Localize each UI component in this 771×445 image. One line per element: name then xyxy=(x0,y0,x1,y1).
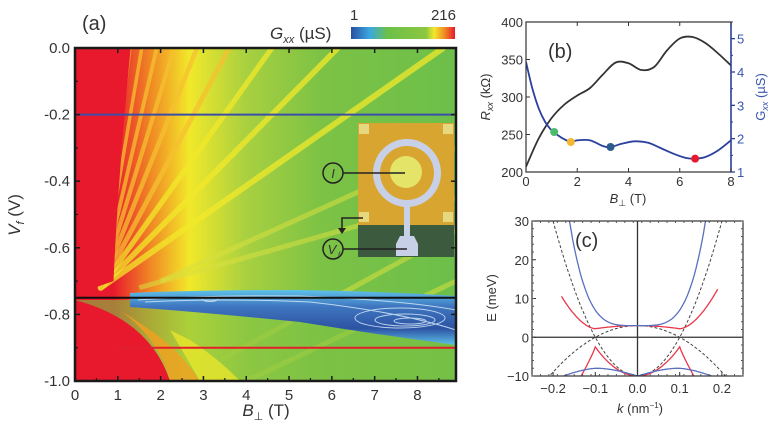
panel-c-ylabel: E (meV) xyxy=(484,274,499,322)
y-tick-label: -0.2 xyxy=(44,107,70,124)
y-tick-label: -0.8 xyxy=(44,306,70,323)
y-right-tick-label: 1 xyxy=(737,165,744,180)
x-tick-label: 0 xyxy=(522,174,529,189)
high-conductance-region xyxy=(75,48,131,295)
y-right-tick-label: 5 xyxy=(737,32,744,47)
colorbar-min: 1 xyxy=(350,7,358,24)
x-tick-label: 6 xyxy=(328,387,336,404)
gxx-markers xyxy=(550,128,700,163)
x-tick-label: 8 xyxy=(413,387,421,404)
y-tick-label: -1.0 xyxy=(44,373,70,390)
fan-stripe xyxy=(98,48,200,291)
gxx-marker xyxy=(566,138,575,146)
gxx-marker xyxy=(606,143,615,151)
x-tick-label: 5 xyxy=(285,387,293,404)
panel-c-xlabel: k (nm−1) xyxy=(617,401,663,416)
panel-a-ticks: 0 1 2 3 4 5 6 7 8 0.0 -0.2 -0.4 -0.6 -0.8 -1.0 xyxy=(44,40,456,404)
svg-text:f: f xyxy=(338,252,341,259)
blue-upper-band xyxy=(568,221,707,327)
inset-center-disk xyxy=(390,156,422,188)
panel-label-c: (c) xyxy=(575,230,598,252)
y-left-tick-label: 200 xyxy=(501,165,523,180)
rxx-line xyxy=(526,35,731,168)
panel-a-ylabel: Vf (V) xyxy=(5,194,27,236)
x-tick-label: −0.2 xyxy=(540,381,566,396)
y-left-tick-label: 400 xyxy=(501,15,523,30)
gxx-marker xyxy=(550,128,559,136)
y-right-tick-label: 4 xyxy=(737,65,744,80)
panel-label-b: (b) xyxy=(548,41,572,63)
x-tick-label: 0.2 xyxy=(713,381,731,396)
lower-red-region xyxy=(75,300,170,381)
colorbar-gradient xyxy=(351,27,455,39)
panel-a-xlabel: B⊥ (T) xyxy=(242,401,289,423)
y-tick-label: −10 xyxy=(507,369,529,384)
y-tick-label: 0.0 xyxy=(49,40,70,57)
y-left-tick-label: 350 xyxy=(501,53,523,68)
fan-stripe xyxy=(98,48,232,291)
red-upper-band xyxy=(560,288,719,330)
panel-label-a: (a) xyxy=(82,13,106,35)
x-tick-label: 0.1 xyxy=(671,381,689,396)
gxx-marker xyxy=(691,154,700,163)
y-tick-label: -0.4 xyxy=(44,173,70,190)
y-right-tick-label: 2 xyxy=(737,132,744,147)
x-tick-label: 0.0 xyxy=(628,381,646,396)
panel-b-ticks: 0 2 4 6 8 200 250 300 350 400 1 2 3 4 5 xyxy=(501,15,744,189)
panel-b-ylabel-right: Gxx (µS) xyxy=(753,73,770,121)
panel-c-ticks: −0.2 −0.1 0.0 0.1 0.2 −10 0 10 20 30 xyxy=(507,214,744,396)
panel-b-xlabel: B⊥ (T) xyxy=(610,191,647,208)
colorbar-max: 216 xyxy=(431,7,456,24)
y-tick-label: 10 xyxy=(515,292,529,307)
colorbar: Gxx (µS) 1 216 xyxy=(270,7,456,46)
panel-a: I V f 0 1 2 3 4 5 6 7 8 0.0 -0.2 -0.4 -0.6 -0.8 -1.0 (… xyxy=(5,7,458,423)
panel-b-ylabel-left: Rxx (kΩ) xyxy=(478,74,495,121)
x-tick-label: 6 xyxy=(676,174,683,189)
x-tick-label: 7 xyxy=(370,387,378,404)
y-tick-label: -0.6 xyxy=(44,240,70,257)
y-left-tick-label: 250 xyxy=(501,128,523,143)
fan-stripe xyxy=(97,48,341,291)
colorbar-label: Gxx (µS) xyxy=(270,24,331,46)
fan-stripe xyxy=(97,48,447,291)
x-tick-label: −0.1 xyxy=(582,381,608,396)
ground-icon xyxy=(341,217,363,228)
x-tick-label: 2 xyxy=(574,174,581,189)
device-inset: I V f xyxy=(322,123,454,260)
x-tick-label: 4 xyxy=(625,174,632,189)
panel-b: 0 2 4 6 8 200 250 300 350 400 1 2 3 4 5 (b) B⊥ (T) Rxx… xyxy=(478,15,770,208)
x-tick-label: 1 xyxy=(114,387,122,404)
y-tick-label: 30 xyxy=(515,214,529,229)
inset-label-I: I xyxy=(331,166,335,181)
y-left-tick-label: 300 xyxy=(501,90,523,105)
y-tick-label: 0 xyxy=(522,330,529,345)
insulating-band xyxy=(130,290,456,345)
blue-lower-band xyxy=(561,367,714,376)
x-tick-label: 4 xyxy=(242,387,250,404)
y-right-tick-label: 3 xyxy=(737,98,744,113)
y-tick-label: 20 xyxy=(515,253,529,268)
gxx-line xyxy=(526,61,731,160)
fan-stripe xyxy=(98,48,275,291)
x-tick-label: 8 xyxy=(727,174,734,189)
x-tick-label: 0 xyxy=(71,387,79,404)
x-tick-label: 3 xyxy=(199,387,207,404)
panel-c: −0.2 −0.1 0.0 0.1 0.2 −10 0 10 20 30 (c) k (nm−1)… xyxy=(484,214,744,416)
inset-label-Vf: V xyxy=(328,242,338,257)
x-tick-label: 2 xyxy=(156,387,164,404)
band-curves xyxy=(532,221,743,376)
